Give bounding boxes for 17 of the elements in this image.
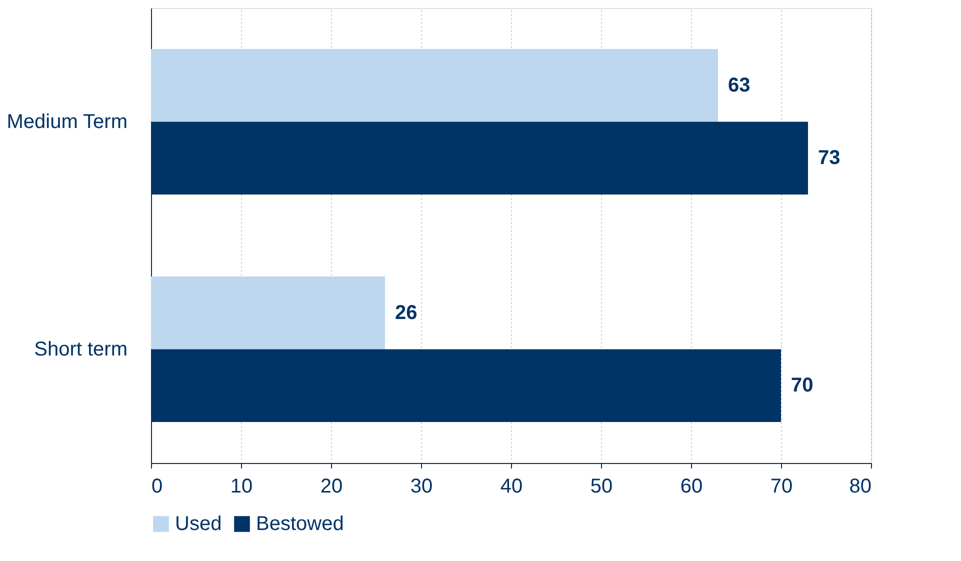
data-label: 26 bbox=[395, 302, 418, 324]
y-tick-label: Short term bbox=[34, 338, 128, 360]
y-tick-label: Medium Term bbox=[6, 110, 128, 133]
data-label: 63 bbox=[728, 74, 750, 96]
legend-label: Used bbox=[175, 513, 222, 535]
x-tick-label: 50 bbox=[590, 476, 613, 498]
data-label: 70 bbox=[791, 374, 814, 397]
data-label: 73 bbox=[818, 147, 840, 170]
x-tick-label: 60 bbox=[680, 476, 703, 498]
x-tick-label: 30 bbox=[410, 476, 433, 498]
x-tick-label: 0 bbox=[152, 476, 163, 498]
x-tick-label: 70 bbox=[770, 476, 793, 498]
x-tick-label: 10 bbox=[230, 476, 253, 498]
x-tick-label: 40 bbox=[500, 476, 523, 498]
x-tick-label: 20 bbox=[320, 476, 343, 498]
legend-label: Bestowed bbox=[256, 513, 344, 535]
x-tick-label: 80 bbox=[849, 476, 872, 498]
